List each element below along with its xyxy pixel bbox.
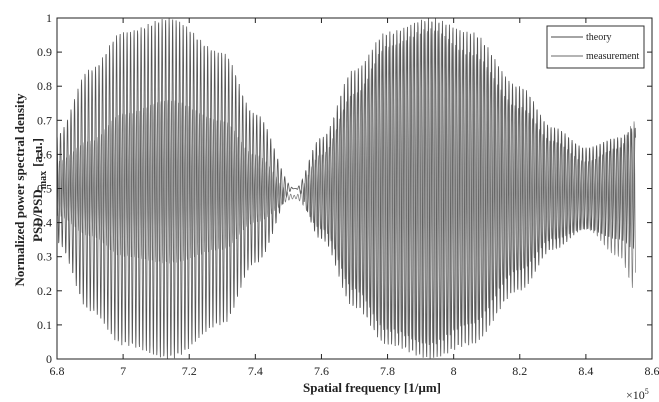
series-layer xyxy=(56,18,636,359)
series-line-theory xyxy=(56,18,636,359)
x-tick-label: 7.6 xyxy=(314,364,329,378)
y-axis-title-line2: PSD/PSDmax [a.u.] xyxy=(30,138,49,242)
series-line-measurement xyxy=(56,28,636,345)
y-axis-title-line1: Normalized power spectral density xyxy=(12,93,27,286)
x-tick-label: 7.8 xyxy=(380,364,395,378)
ticks-layer xyxy=(56,17,653,360)
legend-label-measurement: measurement xyxy=(586,51,640,62)
y-tick-label: 1 xyxy=(46,11,52,25)
y-tick-label: 0.5 xyxy=(37,182,52,196)
x-tick-label: 7.4 xyxy=(248,364,263,378)
legend-label-theory: theory xyxy=(586,32,612,43)
y-axis-title-line1-group: Normalized power spectral density xyxy=(12,93,27,286)
x-axis-multiplier: ×105 xyxy=(626,387,649,402)
y-tick-label: 0.6 xyxy=(37,147,52,161)
x-tick-label: 7.2 xyxy=(182,364,197,378)
y-tick-labels: 0 0.1 0.2 0.3 0.4 0.5 0.6 0.7 0.8 0.9 1 xyxy=(37,11,52,366)
x-tick-label: 8.2 xyxy=(512,364,527,378)
y-tick-label: 0 xyxy=(46,352,52,366)
x-axis-title: Spatial frequency [1/µm] xyxy=(303,380,441,395)
x-multiplier-exponent: 5 xyxy=(645,387,649,396)
y-tick-label: 0.3 xyxy=(37,250,52,264)
x-tick-label: 8 xyxy=(451,364,457,378)
legend-box xyxy=(546,25,645,69)
x-tick-labels: 6.8 7 7.2 7.4 7.6 7.8 8 8.2 8.4 8.6 xyxy=(50,364,659,378)
x-tick-label: 8.6 xyxy=(645,364,659,378)
x-tick-label: 8.4 xyxy=(578,364,593,378)
x-multiplier-base: ×10 xyxy=(626,388,645,402)
y-tick-label: 0.1 xyxy=(37,318,52,332)
y-axis-title-sub: max xyxy=(38,171,49,189)
y-tick-label: 0.8 xyxy=(37,79,52,93)
y-axis-title-unit: [a.u.] xyxy=(30,138,45,167)
x-tick-label: 7 xyxy=(120,364,126,378)
y-axis-title-main: PSD/PSD xyxy=(30,189,45,242)
x-tick-label: 6.8 xyxy=(50,364,65,378)
y-tick-label: 0.2 xyxy=(37,284,52,298)
y-tick-label: 0.9 xyxy=(37,45,52,59)
legend: theory measurement xyxy=(546,25,645,69)
y-tick-label: 0.4 xyxy=(37,216,52,230)
y-axis-title-line2-group: PSD/PSDmax [a.u.] xyxy=(30,138,49,242)
y-tick-label: 0.7 xyxy=(37,113,52,127)
